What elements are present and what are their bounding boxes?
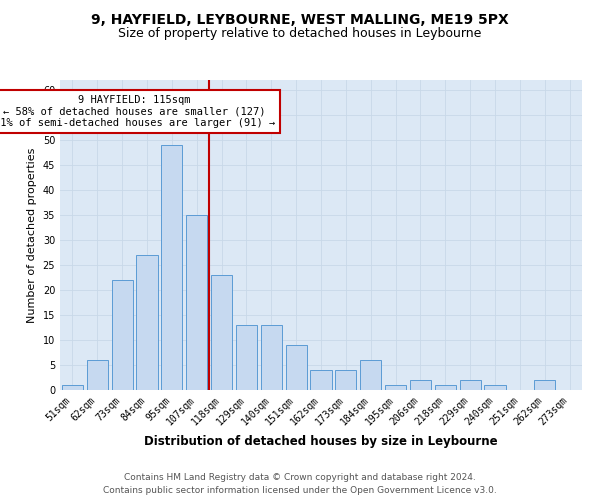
Bar [261,325,282,390]
Text: Size of property relative to detached houses in Leybourne: Size of property relative to detached ho… [118,28,482,40]
Text: 9, HAYFIELD, LEYBOURNE, WEST MALLING, ME19 5PX: 9, HAYFIELD, LEYBOURNE, WEST MALLING, ME… [91,12,509,26]
Bar [360,360,381,390]
Bar [236,325,257,390]
Bar [410,380,431,390]
Bar [211,275,232,390]
Bar [435,385,456,390]
Bar [534,380,555,390]
Bar [385,385,406,390]
Y-axis label: Number of detached properties: Number of detached properties [27,148,37,322]
Bar [87,360,108,390]
Bar [310,370,332,390]
Bar [286,345,307,390]
Bar [136,255,158,390]
X-axis label: Distribution of detached houses by size in Leybourne: Distribution of detached houses by size … [144,435,498,448]
Bar [161,145,182,390]
Text: 9 HAYFIELD: 115sqm
← 58% of detached houses are smaller (127)
41% of semi-detach: 9 HAYFIELD: 115sqm ← 58% of detached hou… [0,95,275,128]
Bar [112,280,133,390]
Bar [484,385,506,390]
Bar [186,215,207,390]
Bar [62,385,83,390]
Text: Contains HM Land Registry data © Crown copyright and database right 2024.
Contai: Contains HM Land Registry data © Crown c… [103,474,497,495]
Bar [460,380,481,390]
Bar [335,370,356,390]
